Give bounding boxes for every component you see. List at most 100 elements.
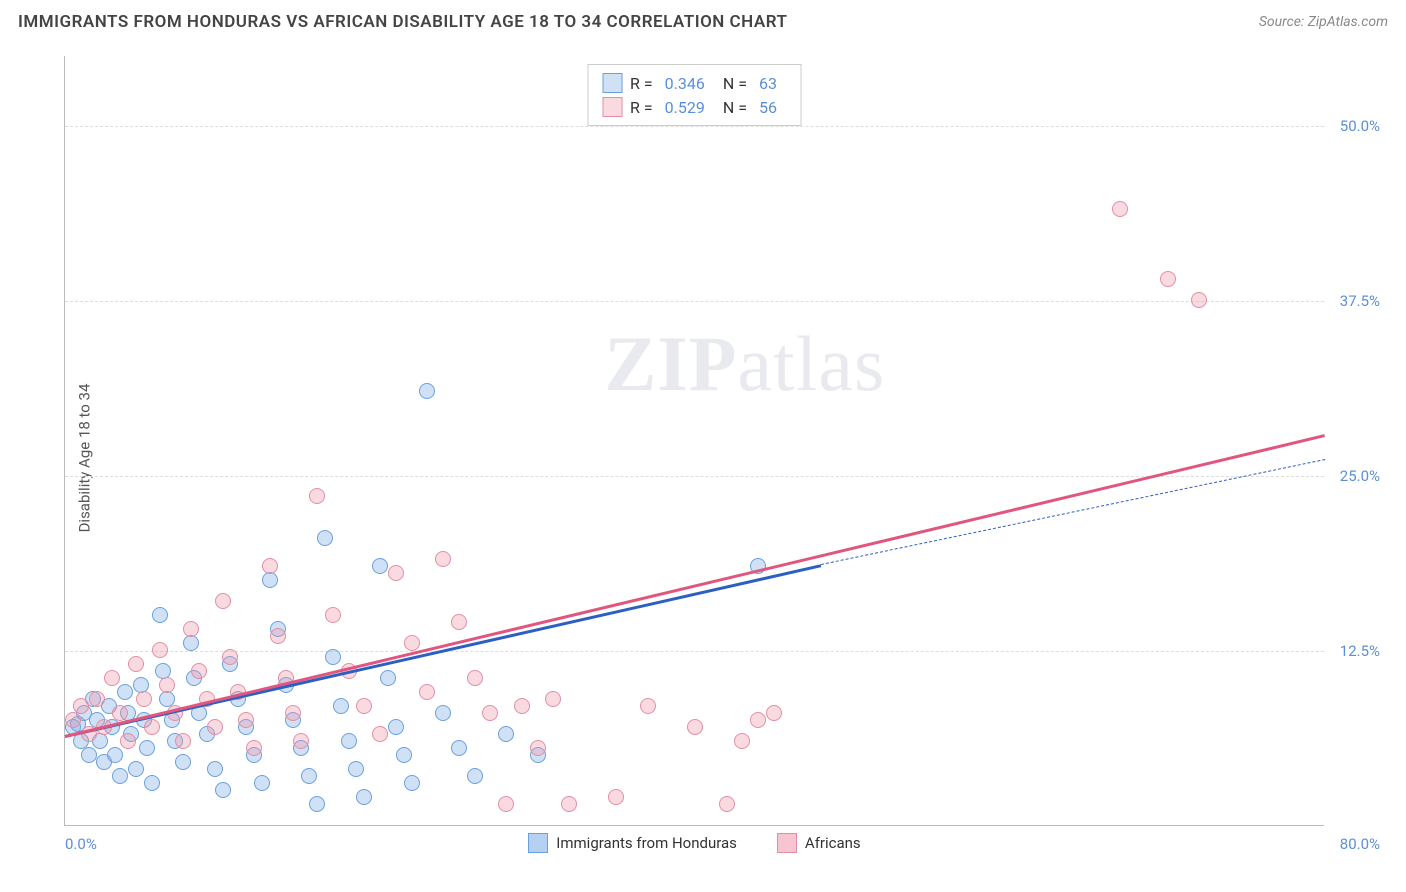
n-value-2: 56 bbox=[759, 98, 777, 117]
scatter-point bbox=[372, 726, 388, 742]
scatter-point bbox=[1191, 292, 1207, 308]
n-label-2: N = bbox=[723, 98, 747, 117]
scatter-point bbox=[341, 733, 357, 749]
scatter-point bbox=[136, 691, 152, 707]
scatter-point bbox=[719, 796, 735, 812]
legend-label-1: Immigrants from Honduras bbox=[556, 834, 737, 852]
scatter-point bbox=[388, 565, 404, 581]
scatter-point bbox=[396, 747, 412, 763]
r-label-1: R = bbox=[630, 74, 653, 93]
scatter-point bbox=[262, 558, 278, 574]
scatter-point bbox=[388, 719, 404, 735]
x-tick-max: 80.0% bbox=[1340, 835, 1380, 853]
legend-item-1: Immigrants from Honduras bbox=[528, 833, 737, 853]
scatter-point bbox=[561, 796, 577, 812]
scatter-point bbox=[215, 593, 231, 609]
source-name: ZipAtlas.com bbox=[1308, 14, 1388, 30]
series-legend: Immigrants from Honduras Africans bbox=[65, 833, 1324, 853]
legend-row-series-1: R = 0.346 N = 63 bbox=[602, 71, 787, 95]
scatter-point bbox=[317, 530, 333, 546]
scatter-point bbox=[89, 691, 105, 707]
scatter-point bbox=[65, 712, 81, 728]
scatter-point bbox=[514, 698, 530, 714]
legend-item-2: Africans bbox=[777, 833, 861, 853]
scatter-point bbox=[183, 635, 199, 651]
scatter-point bbox=[159, 677, 175, 693]
source-attribution: Source: ZipAtlas.com bbox=[1259, 14, 1388, 30]
scatter-point bbox=[215, 782, 231, 798]
scatter-point bbox=[467, 670, 483, 686]
scatter-point bbox=[293, 733, 309, 749]
scatter-point bbox=[152, 642, 168, 658]
gridline bbox=[65, 126, 1324, 127]
scatter-point bbox=[435, 551, 451, 567]
scatter-point bbox=[81, 747, 97, 763]
legend-swatch-2 bbox=[602, 97, 622, 117]
scatter-point bbox=[238, 712, 254, 728]
scatter-point bbox=[545, 691, 561, 707]
watermark-zip: ZIP bbox=[604, 320, 737, 407]
scatter-point bbox=[152, 607, 168, 623]
scatter-point bbox=[435, 705, 451, 721]
scatter-point bbox=[139, 740, 155, 756]
scatter-point bbox=[222, 649, 238, 665]
scatter-point bbox=[112, 705, 128, 721]
scatter-point bbox=[207, 761, 223, 777]
scatter-point bbox=[175, 754, 191, 770]
legend-label-2: Africans bbox=[805, 834, 861, 852]
scatter-point bbox=[608, 789, 624, 805]
scatter-point bbox=[112, 768, 128, 784]
scatter-point bbox=[183, 621, 199, 637]
scatter-point bbox=[254, 775, 270, 791]
y-tick: 12.5% bbox=[1340, 642, 1380, 660]
scatter-point bbox=[419, 684, 435, 700]
legend-swatch-1 bbox=[602, 73, 622, 93]
n-label-1: N = bbox=[723, 74, 747, 93]
scatter-point bbox=[117, 684, 133, 700]
scatter-point bbox=[498, 796, 514, 812]
chart-title: IMMIGRANTS FROM HONDURAS VS AFRICAN DISA… bbox=[18, 12, 787, 32]
y-tick: 50.0% bbox=[1340, 117, 1380, 135]
scatter-point bbox=[270, 628, 286, 644]
scatter-point bbox=[348, 761, 364, 777]
legend-swatch-bottom-1 bbox=[528, 833, 548, 853]
scatter-point bbox=[246, 740, 262, 756]
scatter-point bbox=[301, 768, 317, 784]
scatter-point bbox=[144, 775, 160, 791]
scatter-point bbox=[640, 698, 656, 714]
scatter-point bbox=[107, 747, 123, 763]
scatter-point bbox=[285, 705, 301, 721]
scatter-point bbox=[262, 572, 278, 588]
scatter-point bbox=[120, 733, 136, 749]
n-value-1: 63 bbox=[759, 74, 777, 93]
watermark-atlas: atlas bbox=[737, 320, 885, 407]
scatter-point bbox=[467, 768, 483, 784]
correlation-legend: R = 0.346 N = 63 R = 0.529 N = 56 bbox=[587, 64, 802, 126]
scatter-point bbox=[325, 607, 341, 623]
scatter-point bbox=[309, 488, 325, 504]
watermark: ZIPatlas bbox=[604, 319, 885, 409]
scatter-point bbox=[530, 740, 546, 756]
chart-area: Disability Age 18 to 34 ZIPatlas R = 0.3… bbox=[20, 48, 1390, 868]
scatter-point bbox=[750, 712, 766, 728]
gridline bbox=[65, 301, 1324, 302]
gridline bbox=[65, 651, 1324, 652]
scatter-point bbox=[1160, 271, 1176, 287]
legend-row-series-2: R = 0.529 N = 56 bbox=[602, 95, 787, 119]
scatter-point bbox=[451, 740, 467, 756]
scatter-point bbox=[104, 670, 120, 686]
y-tick: 25.0% bbox=[1340, 467, 1380, 485]
scatter-point bbox=[1112, 201, 1128, 217]
scatter-point bbox=[128, 656, 144, 672]
legend-swatch-bottom-2 bbox=[777, 833, 797, 853]
scatter-point bbox=[309, 796, 325, 812]
scatter-point bbox=[734, 733, 750, 749]
scatter-point bbox=[73, 698, 89, 714]
scatter-point bbox=[380, 670, 396, 686]
y-tick: 37.5% bbox=[1340, 292, 1380, 310]
r-label-2: R = bbox=[630, 98, 653, 117]
scatter-point bbox=[419, 383, 435, 399]
scatter-point bbox=[356, 789, 372, 805]
scatter-point bbox=[404, 635, 420, 651]
scatter-point bbox=[175, 733, 191, 749]
